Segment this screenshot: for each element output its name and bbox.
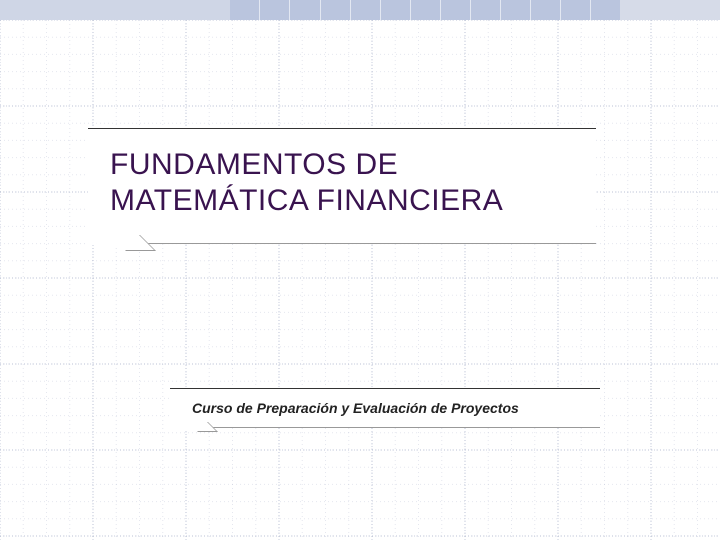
- banner-left: [0, 0, 230, 20]
- subtitle-box: Curso de Preparación y Evaluación de Pro…: [170, 388, 600, 428]
- banner-stripes: [230, 0, 620, 20]
- banner-stripe: [411, 0, 441, 20]
- grid-background: [0, 20, 720, 540]
- banner-right: [620, 0, 720, 20]
- banner-stripe: [591, 0, 620, 20]
- banner-stripe: [441, 0, 471, 20]
- banner-stripe: [260, 0, 290, 20]
- slide-subtitle: Curso de Preparación y Evaluación de Pro…: [192, 400, 519, 416]
- slide-title: FUNDAMENTOS DE MATEMÁTICA FINANCIERA: [110, 147, 574, 219]
- banner-stripe: [351, 0, 381, 20]
- top-banner: [0, 0, 720, 20]
- banner-stripe: [501, 0, 531, 20]
- banner-stripe: [471, 0, 501, 20]
- banner-stripe: [531, 0, 561, 20]
- banner-stripe: [230, 0, 260, 20]
- title-box: FUNDAMENTOS DE MATEMÁTICA FINANCIERA: [88, 128, 596, 244]
- banner-stripe: [321, 0, 351, 20]
- banner-stripe: [561, 0, 591, 20]
- banner-stripe: [381, 0, 411, 20]
- banner-stripe: [290, 0, 320, 20]
